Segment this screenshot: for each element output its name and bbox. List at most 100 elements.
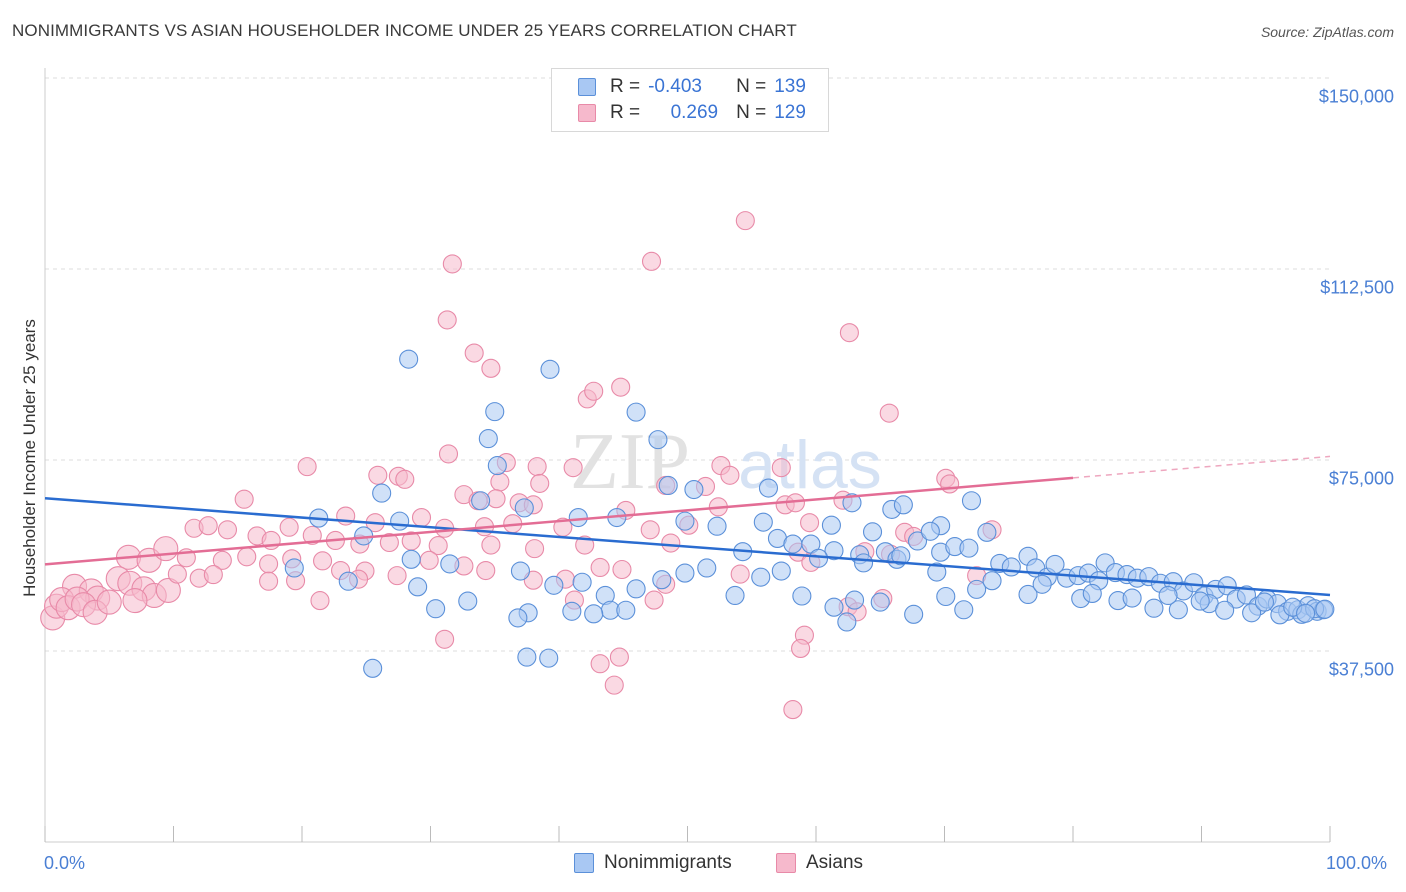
data-point — [525, 539, 545, 559]
data-point — [540, 359, 560, 379]
r-value: -0.403 — [648, 76, 702, 97]
data-point — [725, 585, 745, 606]
data-point — [1001, 557, 1021, 577]
data-point — [648, 430, 668, 450]
data-point — [438, 444, 459, 464]
data-point — [428, 536, 448, 556]
data-point — [408, 577, 428, 597]
data-point — [590, 654, 610, 674]
x-tick-label: 0.0% — [44, 853, 86, 873]
data-point — [661, 533, 681, 553]
data-point — [259, 554, 279, 574]
data-point — [217, 520, 238, 540]
data-point — [237, 547, 257, 567]
chart-title: NONIMMIGRANTS VS ASIAN HOUSEHOLDER INCOM… — [12, 21, 797, 40]
data-point — [234, 489, 254, 509]
data-point — [426, 599, 446, 619]
n-value: 129 — [774, 102, 806, 123]
data-point — [1215, 600, 1235, 620]
data-point — [259, 571, 279, 591]
data-point — [435, 629, 455, 649]
data-point — [612, 559, 632, 580]
data-point — [982, 571, 1002, 591]
data-point — [640, 520, 660, 540]
data-point — [907, 531, 928, 551]
data-point — [870, 592, 890, 612]
n-label: N = — [736, 102, 767, 123]
trend-lines — [44, 455, 1331, 597]
nonimmigrants-trend-line — [44, 496, 1331, 597]
data-point — [626, 402, 646, 422]
blue-swatch — [574, 853, 594, 873]
data-point — [1168, 600, 1188, 620]
data-point — [1236, 585, 1257, 605]
data-point — [387, 566, 407, 586]
data-point — [791, 638, 811, 659]
data-point — [1082, 583, 1102, 603]
data-point — [481, 358, 501, 378]
data-point — [508, 608, 528, 628]
data-point — [1032, 574, 1052, 594]
data-point — [720, 465, 740, 485]
data-point — [1254, 592, 1275, 612]
data-point — [527, 457, 547, 477]
correlation-legend: R = -0.403 N = 139 R = 0.269 N = 129 — [551, 68, 829, 132]
data-point — [584, 381, 604, 401]
data-point — [1184, 573, 1204, 593]
data-point — [539, 648, 559, 668]
r-label: R = — [610, 76, 641, 97]
data-point — [609, 647, 629, 667]
data-point — [783, 700, 803, 720]
data-point — [478, 429, 498, 449]
data-point — [675, 511, 695, 531]
data-point — [96, 589, 122, 615]
data-point — [471, 491, 491, 511]
data-point — [821, 515, 841, 535]
data-point — [575, 535, 595, 555]
data-point — [399, 349, 419, 369]
data-point — [562, 601, 582, 621]
data-point — [792, 586, 812, 606]
data-point — [658, 475, 678, 496]
data-point — [824, 597, 844, 617]
data-point — [977, 522, 997, 542]
n-label: N = — [736, 76, 767, 97]
data-point — [758, 478, 779, 498]
y-axis-label: Householder Income Under 25 years — [20, 319, 39, 597]
data-point — [735, 211, 755, 231]
data-point — [530, 473, 550, 493]
y-tick-label: $75,000 — [1328, 468, 1394, 489]
data-point — [302, 525, 322, 545]
data-point — [1122, 588, 1142, 608]
legend-item-nonimmigrants: Nonimmigrants — [574, 852, 732, 874]
data-point — [379, 532, 399, 553]
data-point — [310, 591, 330, 611]
data-point — [440, 554, 460, 574]
data-point — [476, 560, 496, 581]
data-point — [837, 612, 857, 632]
data-point — [153, 536, 179, 562]
data-point — [893, 495, 913, 515]
data-point — [284, 558, 304, 578]
data-point — [927, 562, 947, 582]
y-tick-label: $150,000 — [1318, 86, 1394, 107]
n-value: 139 — [774, 76, 806, 97]
data-point — [458, 591, 478, 611]
data-point — [523, 570, 543, 590]
data-point — [401, 549, 421, 569]
data-point — [1315, 599, 1335, 619]
data-point — [616, 600, 636, 620]
data-point — [853, 553, 874, 573]
data-point — [297, 457, 317, 477]
data-point — [783, 534, 803, 554]
axes — [44, 68, 1331, 843]
data-point — [967, 579, 987, 599]
data-point — [920, 521, 940, 541]
data-point — [697, 558, 717, 578]
data-point — [891, 546, 911, 566]
data-point — [442, 254, 462, 274]
r-value: 0.269 — [670, 102, 719, 123]
data-point — [1018, 584, 1038, 605]
data-point — [1296, 603, 1316, 623]
